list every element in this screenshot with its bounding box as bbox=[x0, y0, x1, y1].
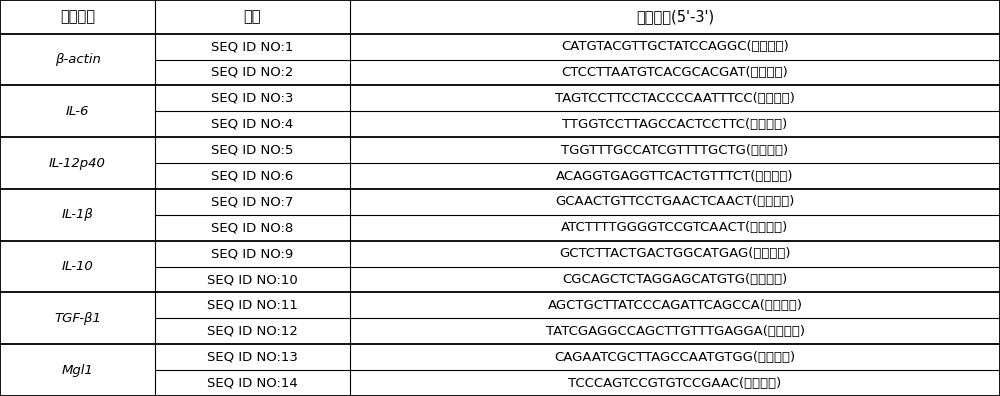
Text: β-actin: β-actin bbox=[55, 53, 100, 66]
Text: GCAACTGTTCCTGAACTCAACT(前向引物): GCAACTGTTCCTGAACTCAACT(前向引物) bbox=[555, 195, 795, 208]
Text: SEQ ID NO:8: SEQ ID NO:8 bbox=[211, 221, 294, 234]
Text: Mgl1: Mgl1 bbox=[62, 364, 93, 377]
Text: SEQ ID NO:13: SEQ ID NO:13 bbox=[207, 351, 298, 364]
Text: SEQ ID NO:9: SEQ ID NO:9 bbox=[211, 247, 294, 260]
Text: ATCTTTTGGGGTCCGTCAACT(反向引物): ATCTTTTGGGGTCCGTCAACT(反向引物) bbox=[561, 221, 789, 234]
Text: TATCGAGGCCAGCTTGTTTGAGGA(反向引物): TATCGAGGCCAGCTTGTTTGAGGA(反向引物) bbox=[546, 325, 804, 338]
Text: AGCTGCTTATCCCAGATTCAGCCA(前向引物): AGCTGCTTATCCCAGATTCAGCCA(前向引物) bbox=[548, 299, 802, 312]
Text: SEQ ID NO:6: SEQ ID NO:6 bbox=[211, 169, 294, 183]
Text: GCTCTTACTGACTGGCATGAG(前向引物): GCTCTTACTGACTGGCATGAG(前向引物) bbox=[559, 247, 791, 260]
Text: SEQ ID NO:7: SEQ ID NO:7 bbox=[211, 195, 294, 208]
Text: CTCCTTAATGTCACGCACGAT(反向引物): CTCCTTAATGTCACGCACGAT(反向引物) bbox=[562, 66, 788, 79]
Text: TGGTTTGCCATCGTTTTGCTG(前向引物): TGGTTTGCCATCGTTTTGCTG(前向引物) bbox=[561, 144, 789, 156]
Text: SEQ ID NO:11: SEQ ID NO:11 bbox=[207, 299, 298, 312]
Text: SEQ ID NO:1: SEQ ID NO:1 bbox=[211, 40, 294, 53]
Text: IL-12p40: IL-12p40 bbox=[49, 156, 106, 169]
Text: ACAGGTGAGGTTCACTGTTTCT(反向引物): ACAGGTGAGGTTCACTGTTTCT(反向引物) bbox=[556, 169, 794, 183]
Text: IL-6: IL-6 bbox=[66, 105, 89, 118]
Text: 基因名称: 基因名称 bbox=[60, 10, 95, 24]
Text: IL-1β: IL-1β bbox=[62, 208, 93, 221]
Text: SEQ ID NO:2: SEQ ID NO:2 bbox=[211, 66, 294, 79]
Text: CGCAGCTCTAGGAGCATGTG(反向引物): CGCAGCTCTAGGAGCATGTG(反向引物) bbox=[562, 273, 788, 286]
Text: SEQ ID NO:5: SEQ ID NO:5 bbox=[211, 144, 294, 156]
Text: IL-10: IL-10 bbox=[62, 260, 93, 273]
Text: 引物序列(5'-3'): 引物序列(5'-3') bbox=[636, 10, 714, 24]
Text: TTGGTCCTTAGCCACTCCTTC(反向引物): TTGGTCCTTAGCCACTCCTTC(反向引物) bbox=[562, 118, 788, 131]
Text: 编号: 编号 bbox=[244, 10, 261, 24]
Text: CATGTACGTTGCTATCCAGGC(前向引物): CATGTACGTTGCTATCCAGGC(前向引物) bbox=[561, 40, 789, 53]
Text: TAGTCCTTCCTACCCCAATTTCC(前向引物): TAGTCCTTCCTACCCCAATTTCC(前向引物) bbox=[555, 92, 795, 105]
Text: TCCCAGTCCGTGTCCGAAC(反向引物): TCCCAGTCCGTGTCCGAAC(反向引物) bbox=[568, 377, 782, 390]
Text: SEQ ID NO:14: SEQ ID NO:14 bbox=[207, 377, 298, 390]
Text: CAGAATCGCTTAGCCAATGTGG(前向引物): CAGAATCGCTTAGCCAATGTGG(前向引物) bbox=[554, 351, 796, 364]
Text: SEQ ID NO:10: SEQ ID NO:10 bbox=[207, 273, 298, 286]
Text: SEQ ID NO:4: SEQ ID NO:4 bbox=[211, 118, 294, 131]
Text: TGF-β1: TGF-β1 bbox=[54, 312, 101, 325]
Text: SEQ ID NO:3: SEQ ID NO:3 bbox=[211, 92, 294, 105]
Text: SEQ ID NO:12: SEQ ID NO:12 bbox=[207, 325, 298, 338]
